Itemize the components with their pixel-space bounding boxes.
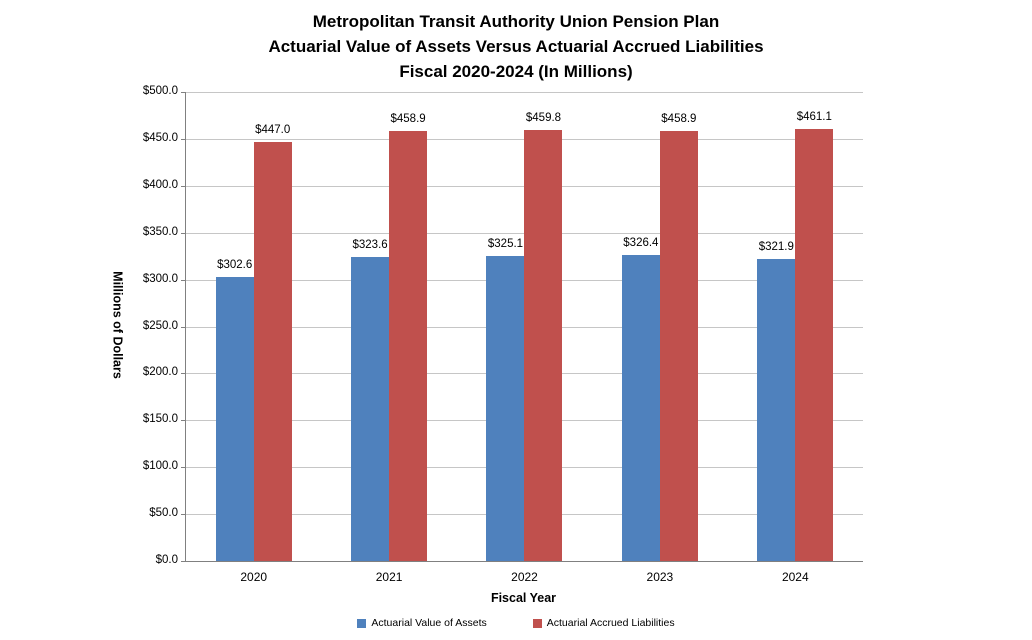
y-tick-mark (181, 561, 186, 562)
bar-assets-2020 (215, 277, 254, 561)
plot-area: $0.0 $50.0 $100.0 $150.0 $200.0 $250.0 $300.0 $… (143, 85, 863, 584)
legend-swatch-icon (532, 618, 542, 628)
bar-group-2024: $321.9 $461.1 2024 (728, 92, 863, 584)
chart-title-line3: Fiscal 2020-2024 (In Millions) (399, 62, 633, 81)
x-tick-label: 2022 (511, 570, 538, 584)
y-tick-label: $350.0 (142, 225, 178, 238)
x-tick-label: 2021 (375, 570, 403, 584)
bar-value-label: $459.8 (525, 111, 562, 124)
bar-group-2021: $323.6 $458.9 2021 (321, 92, 456, 584)
bar-value-label: $447.0 (255, 123, 291, 136)
y-tick-label: $150.0 (142, 413, 178, 426)
x-axis-title: Fiscal Year (490, 591, 557, 605)
x-tick-label: 2023 (646, 570, 674, 584)
bar-value-label: $326.4 (623, 236, 659, 249)
y-tick-mark (181, 92, 186, 93)
y-tick-label: $300.0 (142, 272, 178, 285)
y-tick-label: $400.0 (142, 178, 178, 191)
bar-liabilities-2023 (659, 130, 698, 561)
bar-assets-2022 (486, 256, 525, 561)
y-tick-label: $100.0 (142, 460, 178, 473)
y-tick-label: $50.0 (149, 507, 178, 520)
y-tick-mark (181, 138, 186, 140)
y-tick-mark (181, 232, 186, 234)
bar-value-label: $321.9 (758, 241, 794, 254)
bar-liabilities-2021 (389, 130, 428, 561)
bar-liabilities-2020 (253, 141, 292, 561)
y-tick-label: $500.0 (142, 85, 178, 97)
y-tick-mark (181, 279, 186, 281)
legend-label: Actuarial Value of Assets (371, 617, 487, 629)
bar-assets-2023 (621, 254, 660, 561)
y-tick-mark (181, 420, 186, 422)
bar-value-label: $302.6 (217, 259, 253, 272)
y-tick-mark (181, 514, 186, 516)
chart-title-line1: Metropolitan Transit Authority Union Pen… (312, 12, 720, 31)
bar-value-label: $458.9 (661, 112, 697, 125)
bar-group-2023: $326.4 $458.9 2023 (592, 92, 727, 584)
y-tick-mark (181, 467, 186, 469)
legend: Actuarial Value of Assets Actuarial Accru… (0, 617, 1032, 629)
x-tick-label: 2024 (781, 570, 809, 584)
legend-swatch-icon (357, 618, 367, 628)
bar-liabilities-2024 (795, 128, 834, 561)
y-tick-mark (181, 185, 186, 187)
bar-value-label: $461.1 (796, 110, 832, 123)
bar-group-2020: $302.6 $447.0 2020 (186, 92, 321, 584)
legend-item: Actuarial Accrued Liabilities (532, 617, 675, 629)
y-tick-label: $200.0 (142, 366, 178, 379)
y-tick-label: $0.0 (155, 554, 178, 566)
y-tick-mark (181, 326, 186, 328)
bar-value-label: $323.6 (352, 239, 388, 252)
y-tick-mark (181, 373, 186, 375)
chart-title-line2: Actuarial Value of Assets Versus Actuari… (268, 37, 764, 56)
bar-liabilities-2022 (524, 129, 563, 561)
x-tick-label: 2020 (240, 570, 268, 584)
gridline (186, 92, 863, 93)
bar-value-label: $325.1 (487, 238, 524, 251)
y-tick-label: $250.0 (142, 319, 178, 332)
legend-label: Actuarial Accrued Liabilities (546, 617, 675, 629)
legend-item: Actuarial Value of Assets (357, 617, 487, 629)
bar-assets-2021 (351, 257, 390, 561)
bar-assets-2024 (757, 259, 796, 561)
y-tick-label: $450.0 (142, 131, 178, 144)
bar-value-label: $458.9 (390, 112, 426, 125)
bar-group-2022: $325.1 $459.8 2022 (457, 92, 592, 584)
chart-title: Metropolitan Transit Authority Union Pen… (0, 9, 1032, 84)
